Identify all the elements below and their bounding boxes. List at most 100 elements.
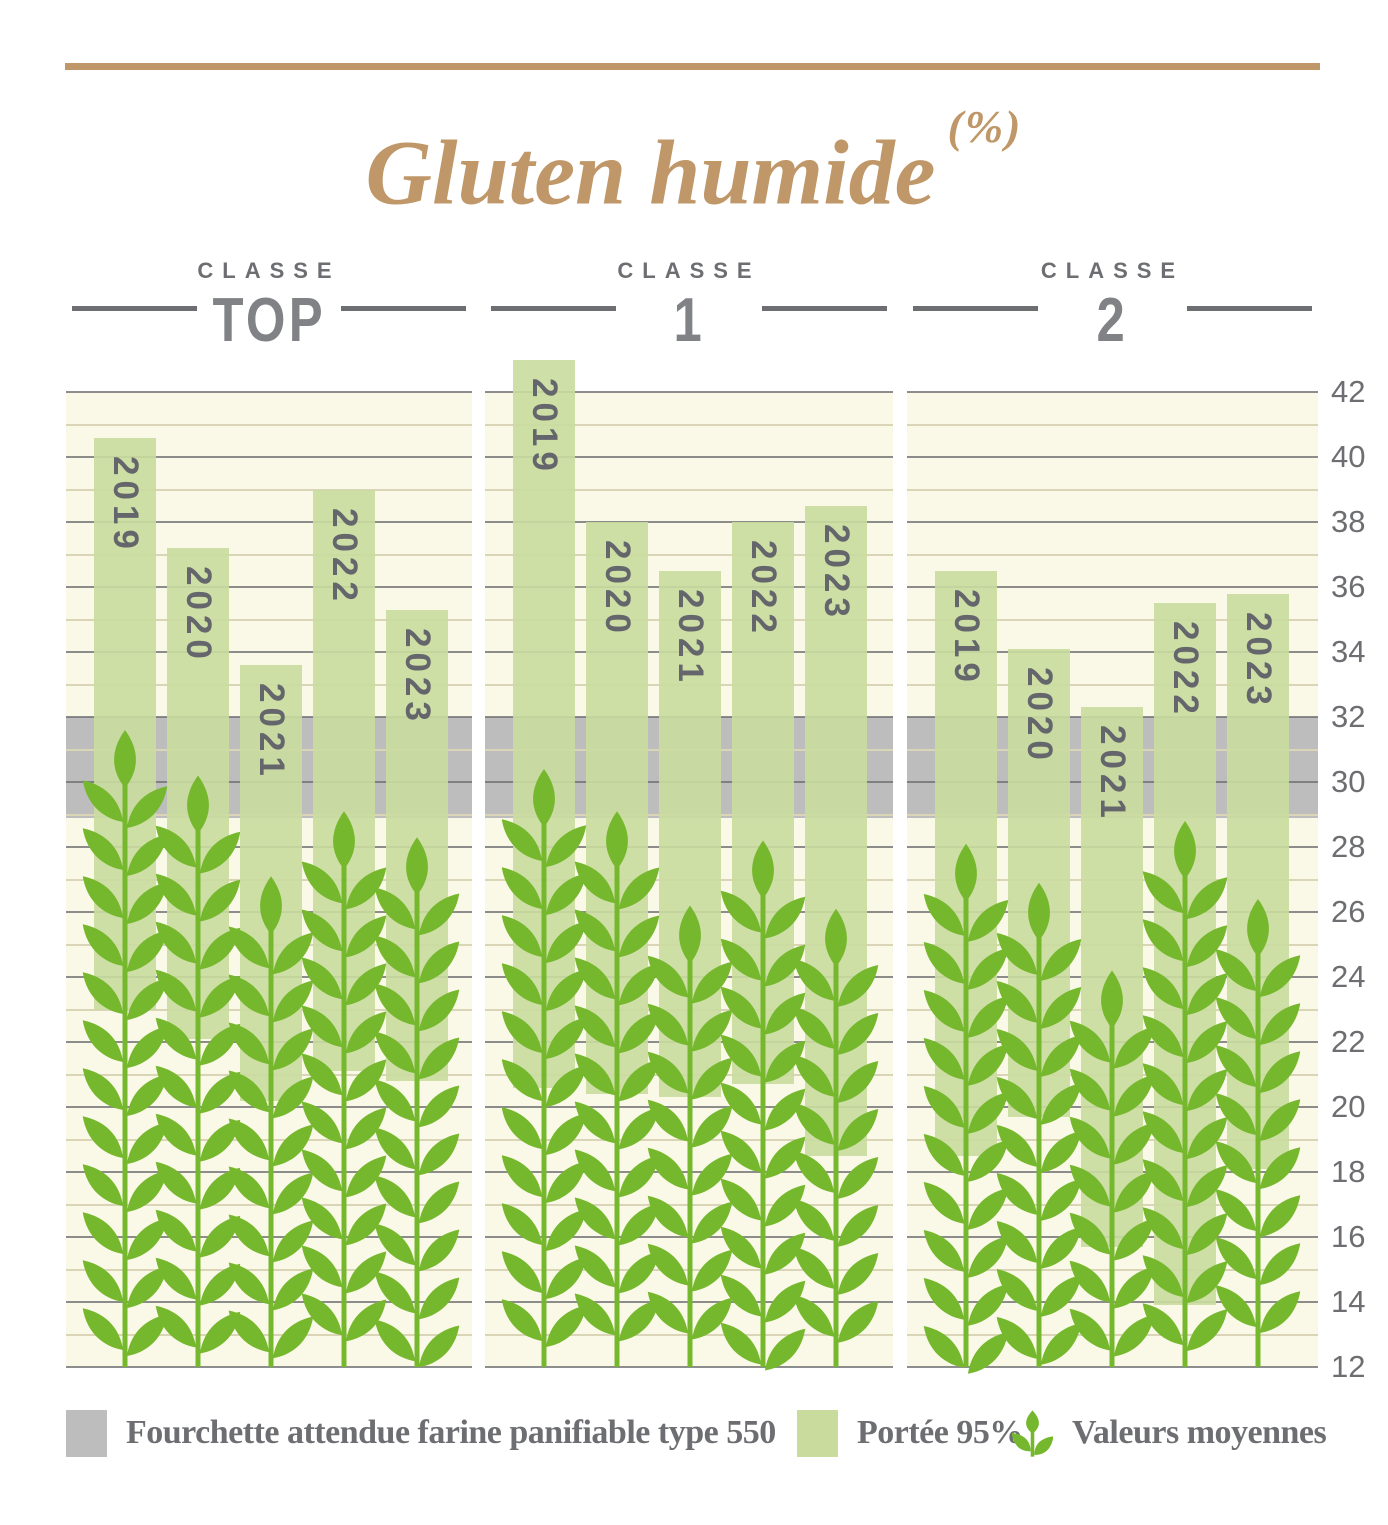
gridline [907,1268,1318,1271]
bar-year-label: 2020 [1020,666,1059,765]
gridline [907,553,1318,556]
gridline [66,1333,472,1336]
gridline [66,1366,472,1368]
chart-title: Gluten humide (%) [0,101,1388,228]
y-axis-tick-label: 24 [1331,959,1366,994]
gridline [485,423,893,426]
gridline [66,1171,472,1173]
gridline [907,683,1318,686]
y-axis-tick-label: 40 [1331,439,1366,474]
gridline [485,488,893,491]
bar-year-label: 2023 [817,523,856,622]
y-axis-tick-label: 20 [1331,1089,1366,1124]
y-axis-tick-label: 28 [1331,829,1366,864]
gridline [66,618,472,621]
gridline [907,1366,1318,1368]
gridline [485,1301,893,1303]
legend-label-band: Fourchette attendue farine panifiable ty… [126,1414,776,1451]
band-swatch [66,1409,107,1457]
chart-title-text: Gluten humide [365,121,936,224]
legend-label-mean: Valeurs moyennes [1072,1414,1327,1451]
top-rule [65,63,1320,70]
class-header-value: 2 [963,290,1263,352]
gridline [485,1268,893,1271]
legend-item-band: Fourchette attendue farine panifiable ty… [66,1408,776,1458]
gridline [66,1203,472,1206]
gridline [66,1301,472,1303]
gridline [66,1236,472,1238]
bar-year-label: 2019 [106,455,145,554]
gridline [66,1268,472,1271]
y-axis-tick-label: 18 [1331,1154,1366,1189]
gridline [66,1138,472,1141]
gridline [66,586,472,588]
gridline [485,1203,893,1206]
legend-item-mean: Valeurs moyennes [1012,1408,1327,1458]
wheat-icon [1012,1409,1053,1457]
gridline [485,1333,893,1336]
class-header-value: TOP [119,290,419,352]
bar-year-label: 2021 [1093,725,1132,824]
class-header-label: CLASSE [617,258,761,283]
gridline [907,651,1318,653]
gridline [485,553,893,556]
gridline [485,1171,893,1173]
bar-year-label: 2019 [947,588,986,687]
y-axis-tick-label: 32 [1331,699,1366,734]
gridline [66,456,472,458]
gridline [66,423,472,426]
gridline [907,456,1318,458]
bar-year-label: 2021 [252,683,291,781]
class-header-label: CLASSE [197,258,341,283]
class-header-dash-right [341,306,466,311]
bar-year-label: 2021 [671,588,710,687]
class-header-dash-right [1187,306,1312,311]
bar-year-label: 2022 [325,507,364,606]
gridline [907,488,1318,491]
gridline [66,651,472,653]
bar-year-label: 2020 [598,540,637,638]
y-axis-tick-label: 42 [1331,374,1366,409]
y-axis-tick-label: 12 [1331,1349,1366,1384]
bar-year-label: 2020 [179,566,218,664]
y-axis-tick-label: 36 [1331,569,1366,604]
gridline [907,391,1318,393]
gridline [66,488,472,491]
gridline [66,521,472,523]
gridline [907,586,1318,588]
gridline [907,521,1318,523]
gridline [907,1301,1318,1303]
gridline [907,618,1318,621]
class-header-dash-left [72,306,197,311]
gridline [485,391,893,393]
gridline [907,1333,1318,1336]
gridline [485,1366,893,1368]
bar-year-label: 2022 [1166,621,1205,720]
class-header-value-text: 1 [673,286,705,355]
class-header-value-text: TOP [212,286,326,355]
gridline [66,553,472,556]
gridline [485,1236,893,1238]
legend-item-bar: Portée 95% [797,1408,1023,1458]
y-axis-tick-label: 38 [1331,504,1366,539]
bar-year-label: 2022 [744,540,783,638]
legend-label-bar: Portée 95% [857,1414,1023,1451]
gridline [66,1106,472,1108]
y-axis-tick-label: 22 [1331,1024,1366,1059]
chart-title-unit: (%) [947,101,1023,152]
gridline [66,391,472,393]
y-axis-tick-label: 14 [1331,1284,1366,1319]
class-header-dash-left [491,306,616,311]
y-axis-tick-label: 34 [1331,634,1366,669]
y-axis-tick-label: 30 [1331,764,1366,799]
class-header-value: 1 [539,290,839,352]
bar-swatch [797,1409,838,1457]
bar-year-label: 2019 [525,377,564,476]
gridline [907,423,1318,426]
bar-year-label: 2023 [398,627,437,726]
class-header-dash-right [762,306,887,311]
y-axis-tick-label: 16 [1331,1219,1366,1254]
class-header-label: CLASSE [1040,258,1185,283]
gridline [485,521,893,523]
